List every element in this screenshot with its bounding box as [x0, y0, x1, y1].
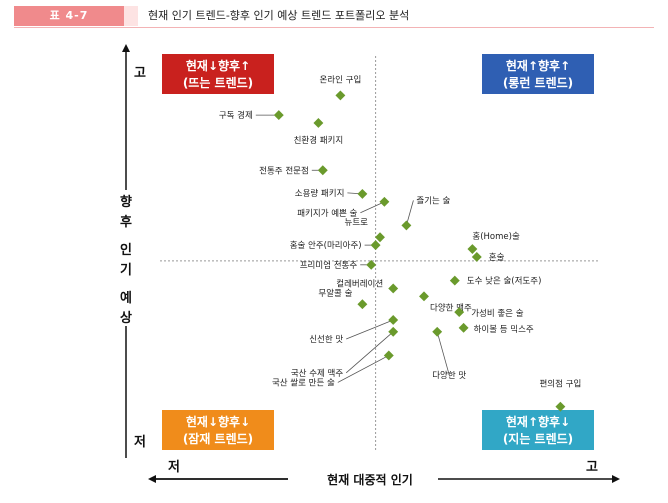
- data-point-marker: [335, 90, 346, 101]
- y-axis-title-char: 향: [120, 194, 132, 210]
- data-point-marker: [375, 232, 385, 243]
- point-leader-line: [436, 331, 450, 375]
- data-point-marker: [388, 283, 399, 294]
- data-point-marker: [449, 275, 460, 286]
- y-axis-high-label: 고: [134, 66, 146, 81]
- x-axis-low-label: 저: [168, 460, 180, 475]
- data-point-marker: [366, 259, 377, 270]
- data-point-label: 홈(Home)술: [472, 231, 520, 242]
- quadrant-fading-line2: (지는 트렌드): [503, 431, 573, 446]
- data-point-label: 가성비 좋은 술: [471, 309, 524, 319]
- point-leader-line: [345, 331, 394, 374]
- data-point-marker: [432, 326, 443, 337]
- y-axis-title-char: 기: [120, 263, 132, 278]
- quadrant-established: 현재↑향후↑ (롱런 트렌드): [482, 54, 594, 94]
- quadrant-potential-line1: 현재↓향후↓: [186, 414, 250, 429]
- data-point-label: 즐기는 술: [416, 196, 450, 206]
- data-point-label: 국산 쌀로 만든 술: [272, 377, 335, 388]
- data-point-label: 홈술 안주(마리아주): [290, 240, 362, 251]
- data-point-marker: [273, 110, 284, 121]
- data-point-marker: [370, 240, 381, 251]
- data-point-label: 다양한 맥주: [430, 302, 472, 313]
- data-point-marker: [419, 291, 429, 302]
- data-point-label: 도수 낮은 술(저도주): [467, 276, 542, 287]
- data-point-marker: [555, 401, 566, 412]
- quadrant-rising: 현재↓향후↑ (뜨는 트렌드): [162, 54, 274, 94]
- point-leader-line: [337, 355, 389, 383]
- data-point-label: 전통주 전문점: [259, 165, 309, 176]
- data-point-label: 프리미엄 전통주: [300, 260, 358, 271]
- point-leader-line: [360, 201, 385, 214]
- x-axis-label-backdrop: [288, 469, 438, 489]
- data-point-label: 국산 수제 맥주: [291, 368, 344, 379]
- data-point-label: 다양한 맛: [432, 370, 466, 381]
- y-axis-title-char: 인: [120, 242, 132, 258]
- table-number-tag: 표 4-7: [14, 6, 124, 26]
- quadrant-fading: 현재↑향후↓ (지는 트렌드): [482, 410, 594, 450]
- quadrant-potential-line2: (잠재 트렌드): [183, 431, 253, 446]
- data-point-marker: [471, 251, 482, 262]
- data-point-marker: [467, 244, 478, 255]
- data-point-marker: [357, 188, 368, 199]
- quadrant-established-box: [482, 54, 594, 94]
- data-point-marker: [357, 299, 368, 310]
- header-divider: [14, 27, 654, 28]
- quadrant-rising-line2: (뜨는 트렌드): [183, 75, 253, 90]
- data-point-label: 온라인 구입: [319, 74, 361, 85]
- data-point-marker: [401, 220, 412, 231]
- quadrant-fading-line1: 현재↑향후↓: [506, 414, 570, 429]
- data-point-marker: [388, 315, 399, 325]
- quadrant-fading-box: [482, 410, 594, 450]
- data-point-label: 신선한 맛: [309, 334, 343, 345]
- data-point-label: 편의점 구입: [539, 379, 581, 390]
- data-point-label: 패키지가 예쁜 술: [297, 208, 357, 219]
- table-title: 현재 인기 트렌드-향후 인기 예상 트렌드 포트폴리오 분석: [148, 9, 410, 22]
- y-axis-title-char: 후: [120, 214, 132, 230]
- data-point-marker: [454, 307, 465, 318]
- table-header: 표 4-7 현재 인기 트렌드-향후 인기 예상 트렌드 포트폴리오 분석: [14, 6, 654, 28]
- quadrant-rising-line1: 현재↓향후↑: [186, 58, 250, 73]
- data-point-label: 친환경 패키지: [294, 135, 344, 146]
- y-axis-low-label: 저: [134, 435, 146, 450]
- quadrant-rising-box: [162, 54, 274, 94]
- quadrant-established-line2: (롱런 트렌드): [503, 75, 573, 90]
- data-point-marker: [383, 350, 394, 361]
- data-point-marker: [388, 326, 399, 337]
- data-point-label: 뉴트로: [345, 218, 369, 228]
- y-axis-title-char: 예: [120, 290, 132, 306]
- tag-accent-block: [124, 6, 138, 26]
- quadrant-established-line1: 현재↑향후↑: [506, 58, 570, 73]
- data-point-label: 혼술: [489, 252, 505, 263]
- data-point-label: 하이볼 등 믹스주: [474, 324, 534, 335]
- y-axis-label-backdrop: [112, 190, 140, 326]
- data-point-label: 구독 경제: [219, 110, 253, 121]
- quadrant-potential-box: [162, 410, 274, 450]
- point-leader-line: [406, 200, 414, 226]
- quadrant-potential: 현재↓향후↓ (잠재 트렌드): [162, 410, 274, 450]
- data-point-label: 컬레버레이션: [336, 278, 383, 289]
- data-point-label: 소용량 패키지: [295, 188, 345, 199]
- data-point-label: 무알콜 술: [318, 288, 352, 299]
- y-axis-title-char: 상: [120, 311, 132, 326]
- data-point-marker: [458, 322, 469, 333]
- point-leader-line: [346, 319, 394, 340]
- x-axis-title: 현재 대중적 인기: [327, 472, 413, 487]
- data-point-marker: [379, 196, 390, 207]
- data-point-marker: [313, 118, 324, 128]
- data-point-marker: [317, 165, 328, 176]
- x-axis-high-label: 고: [586, 460, 598, 475]
